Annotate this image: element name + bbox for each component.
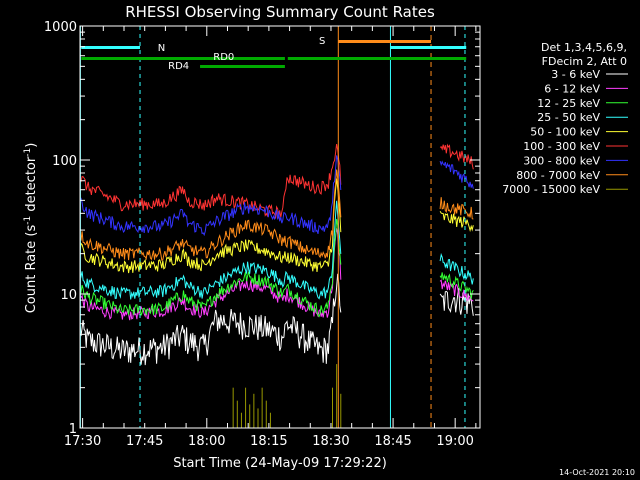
series-5-line-2 bbox=[439, 143, 474, 170]
annotation-rd0: RD0 bbox=[213, 52, 234, 63]
x-tick-label: 18:30 bbox=[312, 434, 349, 449]
series-7 bbox=[79, 169, 474, 261]
series-0-line-2 bbox=[439, 288, 474, 316]
series-5 bbox=[79, 143, 474, 219]
x-tick-label: 18:45 bbox=[374, 434, 411, 449]
series-7-line-2 bbox=[439, 197, 474, 220]
series-2 bbox=[79, 218, 474, 318]
y-tick-label: 1 bbox=[69, 422, 77, 437]
footer-timestamp: 14-Oct-2021 20:10 bbox=[559, 468, 635, 477]
x-tick-label: 19:00 bbox=[436, 434, 473, 449]
series-2-line-2 bbox=[439, 272, 474, 300]
series-6 bbox=[79, 155, 474, 237]
series-0-line bbox=[79, 273, 342, 366]
x-tick-label: 17:45 bbox=[126, 434, 163, 449]
x-tick-label: 18:15 bbox=[250, 434, 287, 449]
series-3-line bbox=[79, 200, 342, 300]
series-6-line bbox=[79, 155, 342, 237]
legend-entry-label-4: 50 - 100 keV bbox=[530, 126, 600, 139]
legend-entry-label-3: 25 - 50 keV bbox=[537, 111, 600, 124]
series-3-line-2 bbox=[439, 252, 474, 285]
rd0-bar-gap bbox=[284, 56, 288, 61]
legend-header-line-0: Det 1,3,4,5,6,9, bbox=[541, 41, 627, 54]
x-tick-label: 17:30 bbox=[64, 434, 101, 449]
chart-title: RHESSI Observing Summary Count Rates bbox=[125, 3, 435, 21]
series-4-line-2 bbox=[439, 211, 474, 233]
x-tick-label: 18:00 bbox=[188, 434, 225, 449]
y-tick-label: 1000 bbox=[44, 20, 77, 35]
legend-entry-label-1: 6 - 12 keV bbox=[544, 82, 600, 95]
series-3 bbox=[79, 200, 474, 300]
legend-entry-label-2: 12 - 25 keV bbox=[537, 97, 600, 110]
legend-entry-label-0: 3 - 6 keV bbox=[551, 68, 600, 81]
series-5-line bbox=[79, 144, 342, 219]
x-axis-label: Start Time (24-May-09 17:29:22) bbox=[173, 456, 387, 471]
y-tick-label: 100 bbox=[52, 154, 77, 169]
series-7-line bbox=[79, 169, 342, 261]
plot-frame bbox=[79, 25, 481, 429]
y-tick-label: 10 bbox=[60, 288, 77, 303]
series-2-line bbox=[79, 218, 342, 318]
annotation-n: N bbox=[158, 43, 165, 54]
annotation-s: S bbox=[319, 36, 325, 47]
series-4 bbox=[79, 178, 474, 274]
y-axis-label: Count Rate (s-1 detector-1) bbox=[23, 143, 39, 314]
series-6-line-2 bbox=[439, 160, 474, 189]
legend-entry-label-7: 800 - 7000 keV bbox=[516, 169, 600, 182]
legend-entry-label-5: 100 - 300 keV bbox=[523, 140, 600, 153]
series-4-line bbox=[79, 178, 342, 274]
series-1-line bbox=[79, 228, 342, 321]
series-8 bbox=[232, 364, 342, 428]
legend-entry-label-8: 7000 - 15000 keV bbox=[502, 183, 600, 196]
legend-entry-label-6: 300 - 800 keV bbox=[523, 154, 600, 167]
legend-header-line-1: FDecim 2, Att 0 bbox=[542, 55, 627, 68]
annotation-rd4: RD4 bbox=[168, 61, 189, 72]
series-1-line-2 bbox=[439, 279, 474, 302]
